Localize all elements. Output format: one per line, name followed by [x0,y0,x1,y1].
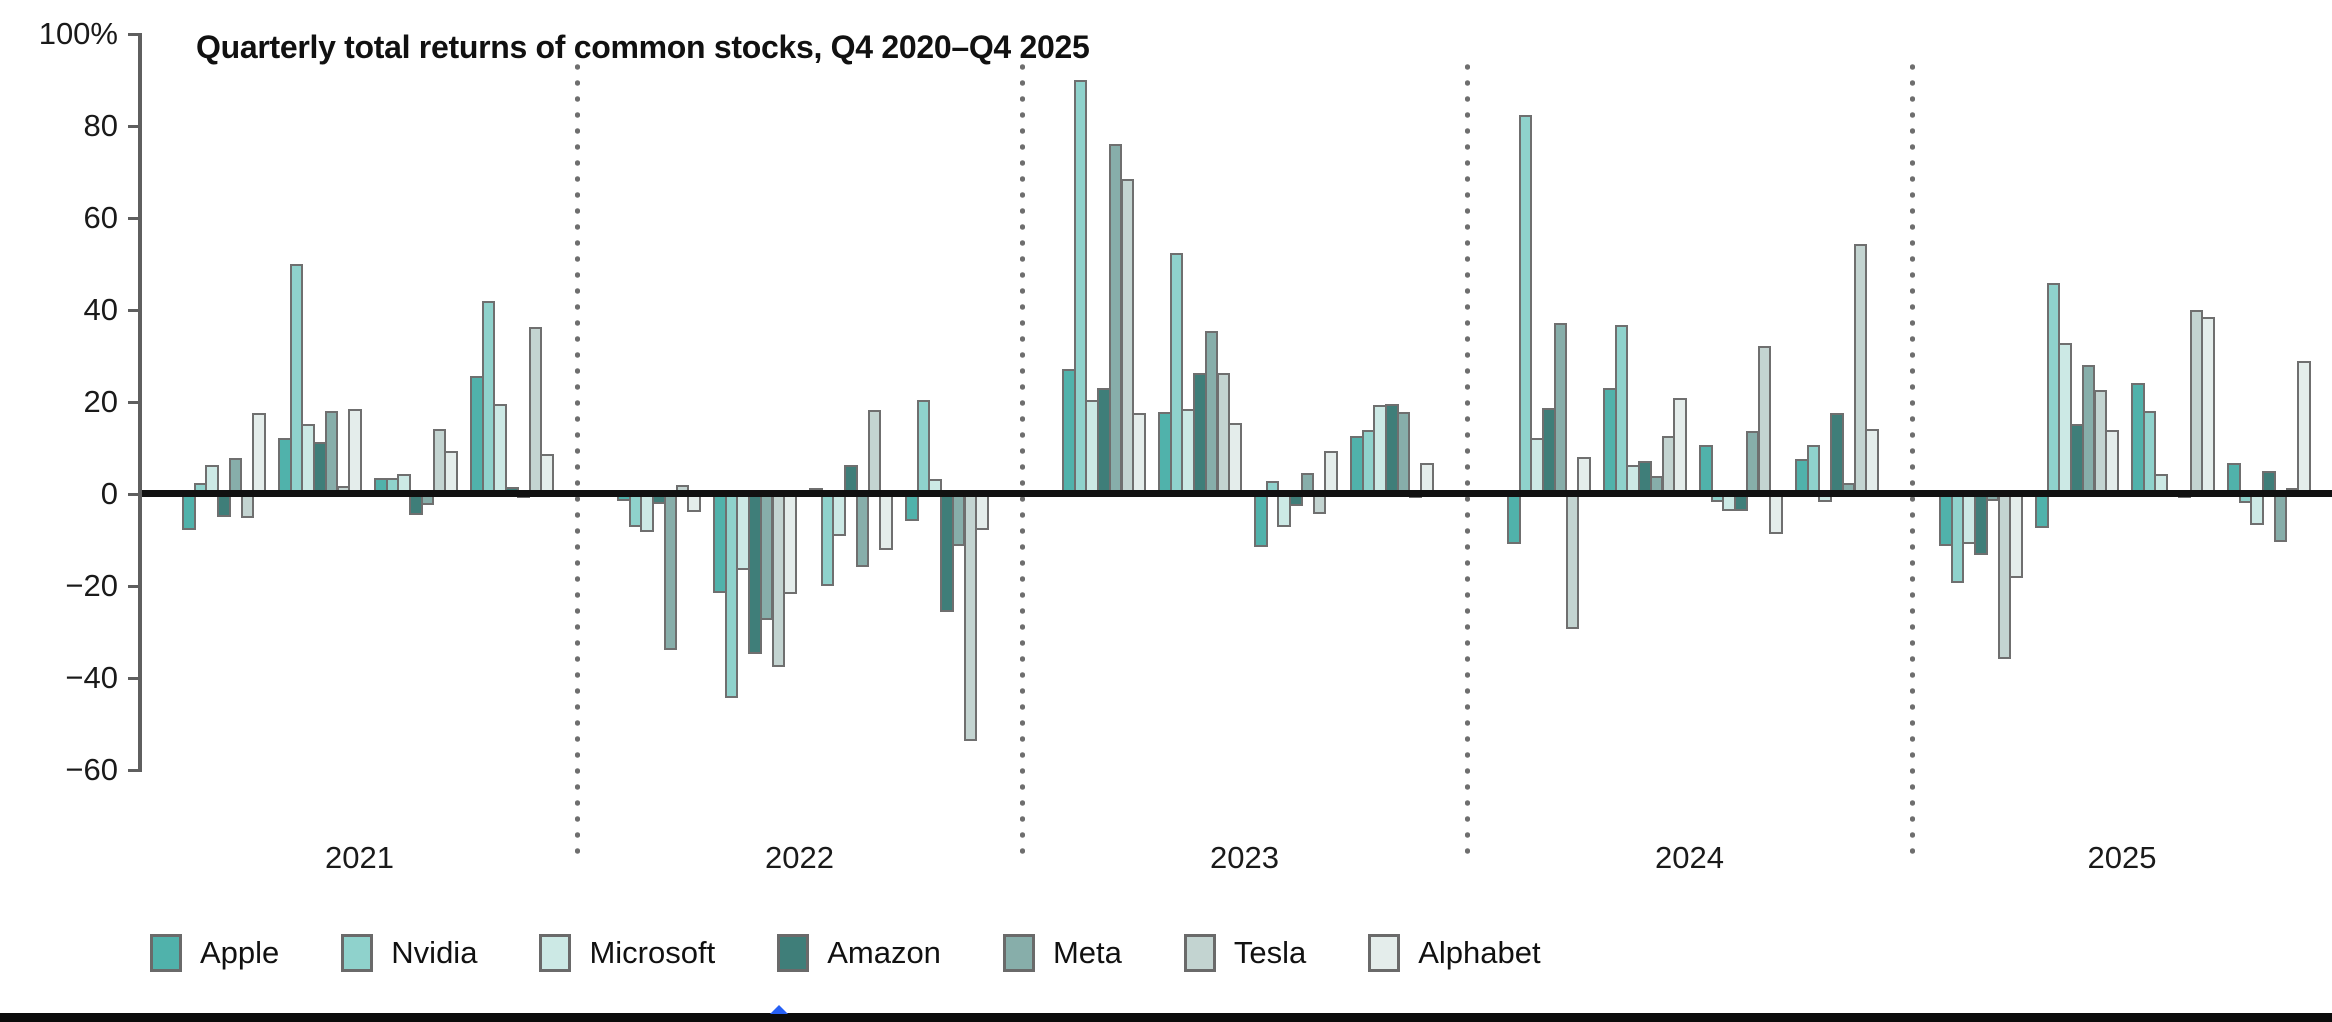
bar-meta-q1-2024 [1553,322,1568,494]
bar-alphabet-q2-2024 [1673,398,1687,494]
year-label-2024: 2024 [1655,840,1724,875]
legend-item-apple: Apple [150,934,279,972]
zero-baseline [142,490,2332,497]
bar-alphabet-q3-2021 [444,451,458,494]
legend-label: Nvidia [391,935,478,970]
page-bottom-rule [0,1013,2332,1022]
y-axis-tick-mark [128,768,142,772]
legend-swatch-amazon [777,934,810,972]
legend-item-alphabet: Alphabet [1368,934,1541,972]
bar-apple-q1-2021 [182,494,196,530]
bar-apple-q2-2025 [2035,494,2049,529]
y-axis-tick-label: 40 [83,292,118,327]
legend-item-tesla: Tesla [1183,934,1307,972]
bar-tesla-q1-2021 [240,494,255,519]
y-axis-tick-mark [128,308,142,312]
blue-caret-marker [770,1005,788,1014]
y-axis-tick-label: 100% [38,16,118,51]
bar-meta-q4-2025 [2273,494,2288,542]
bar-alphabet-q1-2024 [1577,457,1591,494]
bar-apple-q4-2022 [905,494,919,521]
legend-swatch-tesla [1183,934,1216,972]
bar-tesla-q1-2024 [1565,494,1580,629]
bar-alphabet-q1-2023 [1132,413,1146,494]
bar-alphabet-q3-2025 [2201,316,2215,494]
bar-microsoft-q3-2022 [832,494,847,536]
y-axis-tick-mark [128,216,142,220]
legend-swatch-apple [150,934,182,972]
bar-amazon-q4-2024 [1830,412,1844,494]
legend-item-meta: Meta [1002,934,1122,972]
legend: Apple Nvidia Microsoft Amazon Meta Tesla Alpha… [150,934,1541,972]
y-axis-tick-mark [128,32,142,36]
bar-alphabet-q4-2021 [540,454,554,494]
year-separator-dotted-line [1464,60,1470,858]
y-axis-tick-label: 20 [83,384,118,419]
y-axis-tick-label: −40 [65,660,118,695]
legend-item-nvidia: Nvidia [341,934,477,972]
bar-alphabet-q4-2024 [1865,429,1879,494]
y-axis-tick-mark [128,492,142,496]
legend-swatch-microsoft [539,934,572,972]
y-axis-tick-mark [128,400,142,404]
bar-nvidia-q4-2024 [1806,445,1821,494]
y-axis-tick-label: 80 [83,108,118,143]
y-axis-tick-label: 0 [100,476,118,511]
bar-alphabet-q2-2025 [2105,429,2119,494]
bar-alphabet-q1-2025 [2009,494,2023,578]
bar-tesla-q4-2022 [963,494,978,741]
bar-alphabet-q3-2023 [1324,451,1338,494]
y-axis-tick-mark [128,584,142,588]
legend-label: Amazon [827,935,941,970]
legend-item-microsoft: Microsoft [539,934,715,972]
y-axis-tick-label: 60 [83,200,118,235]
y-axis-tick-mark [128,676,142,680]
year-separator-dotted-line [574,60,580,858]
bar-alphabet-q4-2025 [2297,360,2311,494]
legend-label: Meta [1052,935,1122,970]
bar-meta-q3-2022 [855,494,870,568]
legend-label: Microsoft [589,935,716,970]
bar-alphabet-q2-2023 [1228,423,1242,494]
bar-amazon-q1-2025 [1974,494,1988,556]
year-separator-dotted-line [1019,60,1025,858]
bar-meta-q1-2021 [228,458,243,494]
bar-alphabet-q3-2024 [1769,494,1783,535]
year-label-2021: 2021 [325,840,394,875]
bar-alphabet-q2-2021 [348,409,362,494]
y-axis-tick-label: −20 [65,568,118,603]
bar-alphabet-q1-2021 [252,412,266,494]
legend-label: Apple [200,935,280,970]
bar-meta-q1-2022 [663,494,678,650]
bar-microsoft-q4-2025 [2250,494,2265,526]
bar-alphabet-q3-2022 [879,494,893,551]
bar-meta-q4-2023 [1396,411,1411,494]
bar-apple-q1-2024 [1507,494,1521,544]
bar-alphabet-q2-2022 [783,494,797,594]
bar-apple-q3-2024 [1699,444,1713,494]
y-axis-tick-mark [128,124,142,128]
bar-tesla-q3-2022 [867,410,882,494]
legend-item-amazon: Amazon [777,934,941,972]
bar-meta-q2-2021 [324,410,339,494]
chart-title: Quarterly total returns of common stocks… [196,29,1090,66]
bar-tesla-q3-2024 [1757,345,1772,494]
year-label-2023: 2023 [1210,840,1279,875]
legend-swatch-meta [1002,934,1035,972]
legend-swatch-nvidia [341,934,374,972]
legend-label: Tesla [1233,935,1307,970]
legend-swatch-alphabet [1368,934,1401,972]
year-label-2025: 2025 [2087,840,2157,875]
legend-label: Alphabet [1418,935,1541,970]
bar-tesla-q3-2023 [1312,494,1327,515]
year-separator-dotted-line [1909,60,1915,858]
bar-apple-q3-2023 [1254,494,1268,548]
bar-microsoft-q4-2021 [493,404,508,494]
bar-amazon-q1-2021 [217,494,231,517]
y-axis-tick-label: −60 [65,752,118,787]
bar-alphabet-q4-2022 [975,494,989,530]
year-label-2022: 2022 [765,840,834,875]
bar-nvidia-q1-2024 [1518,114,1533,494]
